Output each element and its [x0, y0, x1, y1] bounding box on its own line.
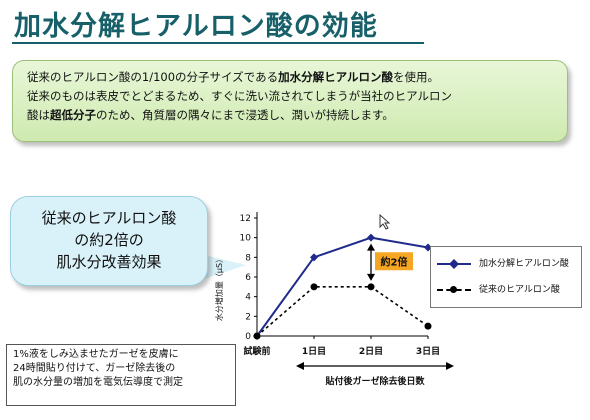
intro-line-1-c: を使用。 — [392, 70, 439, 84]
data-point-old — [367, 283, 375, 291]
x-tick-label: 試験前 — [243, 345, 270, 357]
series-line-main — [256, 236, 429, 337]
intro-line-3: 酸は超低分子のため、角質層の隅々にまで浸透し、潤いが持続します。 — [27, 106, 557, 125]
annotation-layer: 約2倍 — [367, 243, 413, 281]
x-tick-labels: 試験前 1日目 2日目 3日目 — [243, 345, 440, 357]
intro-line-2: 従来のものは表皮でとどまるため、すぐに洗い流されてしまうが当社のヒアルロン — [27, 89, 453, 103]
x-range-arrow-right — [446, 362, 454, 370]
moisture-chart: 0 2 4 6 8 10 12 試験前 1日目 2日目 3日目 水分増加量（μS） 約2倍 — [214, 212, 440, 357]
x-tick-label: 1日目 — [302, 346, 326, 357]
data-point-main — [367, 233, 375, 242]
x-range-arrow-left — [296, 362, 304, 370]
annotation-arrow-up — [367, 243, 375, 251]
data-point-old — [253, 332, 261, 340]
callout-bubble: 従来のヒアルロン酸 の約2倍の 肌水分改善効果 — [10, 196, 208, 286]
series-layer — [253, 233, 432, 340]
y-tick-labels: 0 2 4 6 8 10 12 — [240, 214, 252, 342]
annotation-badge — [375, 252, 413, 271]
intro-line-1-b: 加水分解ヒアルロン酸 — [278, 70, 393, 84]
callout-line-3: 肌水分改善効果 — [56, 253, 162, 271]
y-tick-label: 12 — [240, 214, 251, 224]
x-tick-label: 2日目 — [359, 346, 383, 357]
legend-diamond-icon — [449, 259, 459, 269]
mouse-cursor-icon — [379, 214, 391, 230]
y-tick-label: 8 — [245, 253, 251, 263]
x-axis-label-arrow: 貼付後ガーゼ除去後日数 — [296, 362, 454, 387]
y-axis-label: 水分増加量（μS） — [214, 255, 224, 321]
intro-panel: 従来のヒアルロン酸の1/100の分子サイズである加水分解ヒアルロン酸を使用。 従… — [12, 60, 568, 142]
legend-label-old: 従来のヒアルロン酸 — [479, 285, 560, 295]
legend-label-main: 加水分解ヒアルロン酸 — [479, 259, 569, 269]
series-line-old — [256, 286, 429, 337]
callout-line-1: 従来のヒアルロン酸 — [41, 209, 177, 227]
intro-line-3-b: 超低分子 — [50, 108, 96, 122]
y-tick-label: 0 — [245, 332, 251, 342]
y-tick-label: 4 — [245, 293, 251, 303]
x-tick-label: 3日目 — [416, 346, 440, 357]
note-line-2: 24時間貼り付けて、ガーゼ除去後の — [13, 363, 176, 374]
intro-line-3-c: のため、角質層の隅々にまで浸透し、潤いが持続します。 — [96, 108, 394, 122]
legend-circle-icon — [450, 286, 457, 293]
method-note: 1%液をしみ込ませたガーゼを皮膚に 24時間貼り付けて、ガーゼ除去後の 肌の水分… — [6, 344, 236, 406]
note-line-1: 1%液をしみ込ませたガーゼを皮膚に — [13, 349, 179, 360]
x-axis-label: 貼付後ガーゼ除去後日数 — [324, 375, 425, 387]
callout-line-2: の約2倍の — [74, 231, 144, 249]
chart-axes — [254, 212, 429, 339]
note-line-3: 肌の水分量の増加を電気伝導度で測定 — [13, 377, 183, 388]
annotation-arrow-down — [367, 273, 375, 281]
intro-line-3-a: 酸は — [27, 108, 50, 122]
data-point-old — [310, 283, 318, 291]
intro-line-1-a: 従来のヒアルロン酸の1/100の分子サイズである — [27, 70, 279, 84]
y-tick-label: 10 — [240, 234, 252, 244]
annotation-label: 約2倍 — [381, 255, 408, 268]
y-tick-label: 6 — [245, 273, 251, 283]
callout-tail — [204, 255, 246, 279]
chart-legend: 加水分解ヒアルロン酸 従来のヒアルロン酸 — [430, 246, 582, 308]
y-tick-label: 2 — [245, 312, 251, 322]
intro-line-1: 従来のヒアルロン酸の1/100の分子サイズである加水分解ヒアルロン酸を使用。 — [27, 68, 557, 87]
data-point-old — [424, 322, 432, 330]
title-underline — [12, 42, 424, 44]
page-title: 加水分解ヒアルロン酸の効能 — [14, 11, 378, 42]
